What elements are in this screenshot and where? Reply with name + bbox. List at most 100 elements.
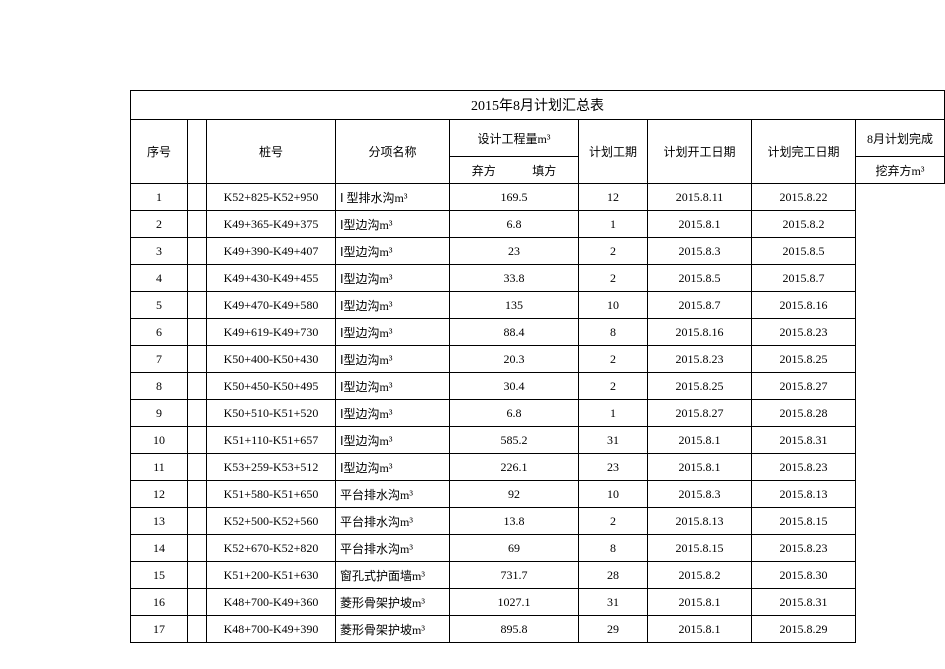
cell-design: 20.3 <box>450 346 579 373</box>
header-design-sub: 弃方 填方 <box>450 157 579 184</box>
header-plan-sub: 挖弃方m³ <box>856 157 945 184</box>
table-row: 5K49+470-K49+580Ⅰ型边沟m³135102015.8.72015.… <box>131 292 945 319</box>
cell-period: 1 <box>579 211 648 238</box>
cell-narrow <box>188 373 207 400</box>
cell-item: Ⅰ型边沟m³ <box>336 319 450 346</box>
cell-period: 31 <box>579 589 648 616</box>
cell-end: 2015.8.30 <box>752 562 856 589</box>
cell-design: 135 <box>450 292 579 319</box>
cell-end: 2015.8.28 <box>752 400 856 427</box>
header-seq: 序号 <box>131 120 188 184</box>
cell-seq: 9 <box>131 400 188 427</box>
cell-design: 6.8 <box>450 211 579 238</box>
table-row: 16K48+700-K49+360菱形骨架护坡m³1027.1312015.8.… <box>131 589 945 616</box>
cell-design: 585.2 <box>450 427 579 454</box>
cell-seq: 10 <box>131 427 188 454</box>
cell-item: 菱形骨架护坡m³ <box>336 616 450 643</box>
cell-start: 2015.8.7 <box>648 292 752 319</box>
cell-narrow <box>188 238 207 265</box>
header-stake: 桩号 <box>207 120 336 184</box>
cell-stake: K51+200-K51+630 <box>207 562 336 589</box>
table-row: 8K50+450-K50+495Ⅰ型边沟m³30.422015.8.252015… <box>131 373 945 400</box>
cell-stake: K48+700-K49+360 <box>207 589 336 616</box>
cell-start: 2015.8.1 <box>648 616 752 643</box>
cell-end: 2015.8.7 <box>752 265 856 292</box>
cell-end: 2015.8.15 <box>752 508 856 535</box>
cell-narrow <box>188 346 207 373</box>
cell-period: 28 <box>579 562 648 589</box>
cell-seq: 6 <box>131 319 188 346</box>
cell-seq: 3 <box>131 238 188 265</box>
cell-period: 2 <box>579 265 648 292</box>
cell-narrow <box>188 427 207 454</box>
cell-start: 2015.8.3 <box>648 238 752 265</box>
table-header-row-1: 序号 桩号 分项名称 设计工程量m³ 计划工期 计划开工日期 计划完工日期 8月… <box>131 120 945 157</box>
table-row: 11K53+259-K53+512Ⅰ型边沟m³226.1232015.8.120… <box>131 454 945 481</box>
cell-narrow <box>188 265 207 292</box>
cell-period: 10 <box>579 481 648 508</box>
cell-narrow <box>188 481 207 508</box>
cell-start: 2015.8.5 <box>648 265 752 292</box>
cell-start: 2015.8.1 <box>648 211 752 238</box>
table-row: 17K48+700-K49+390菱形骨架护坡m³895.8292015.8.1… <box>131 616 945 643</box>
cell-narrow <box>188 562 207 589</box>
cell-item: Ⅰ型边沟m³ <box>336 373 450 400</box>
cell-design: 895.8 <box>450 616 579 643</box>
cell-narrow <box>188 292 207 319</box>
cell-narrow <box>188 589 207 616</box>
cell-item: Ⅰ型边沟m³ <box>336 346 450 373</box>
cell-start: 2015.8.16 <box>648 319 752 346</box>
cell-item: Ⅰ型边沟m³ <box>336 454 450 481</box>
cell-seq: 15 <box>131 562 188 589</box>
cell-start: 2015.8.15 <box>648 535 752 562</box>
cell-design: 88.4 <box>450 319 579 346</box>
cell-start: 2015.8.27 <box>648 400 752 427</box>
cell-end: 2015.8.2 <box>752 211 856 238</box>
cell-design: 731.7 <box>450 562 579 589</box>
cell-stake: K49+470-K49+580 <box>207 292 336 319</box>
cell-period: 2 <box>579 373 648 400</box>
header-design-sub-a: 弃方 <box>455 162 513 179</box>
cell-seq: 12 <box>131 481 188 508</box>
cell-end: 2015.8.23 <box>752 454 856 481</box>
header-item: 分项名称 <box>336 120 450 184</box>
cell-end: 2015.8.31 <box>752 427 856 454</box>
cell-end: 2015.8.31 <box>752 589 856 616</box>
cell-stake: K51+580-K51+650 <box>207 481 336 508</box>
cell-period: 1 <box>579 400 648 427</box>
cell-period: 8 <box>579 535 648 562</box>
header-design: 设计工程量m³ <box>450 120 579 157</box>
table-row: 4K49+430-K49+455Ⅰ型边沟m³33.822015.8.52015.… <box>131 265 945 292</box>
header-plan: 8月计划完成 <box>856 120 945 157</box>
cell-design: 23 <box>450 238 579 265</box>
cell-stake: K50+450-K50+495 <box>207 373 336 400</box>
cell-stake: K49+619-K49+730 <box>207 319 336 346</box>
cell-seq: 16 <box>131 589 188 616</box>
cell-stake: K52+825-K52+950 <box>207 184 336 211</box>
cell-item: 平台排水沟m³ <box>336 508 450 535</box>
cell-period: 2 <box>579 346 648 373</box>
cell-seq: 5 <box>131 292 188 319</box>
cell-start: 2015.8.11 <box>648 184 752 211</box>
cell-start: 2015.8.3 <box>648 481 752 508</box>
cell-item: Ⅰ型边沟m³ <box>336 238 450 265</box>
table-row: 1K52+825-K52+950Ⅰ 型排水沟m³169.5122015.8.11… <box>131 184 945 211</box>
cell-end: 2015.8.29 <box>752 616 856 643</box>
table-row: 15K51+200-K51+630窗孔式护面墙m³731.7282015.8.2… <box>131 562 945 589</box>
cell-end: 2015.8.13 <box>752 481 856 508</box>
cell-start: 2015.8.23 <box>648 346 752 373</box>
table-row: 13K52+500-K52+560平台排水沟m³13.822015.8.1320… <box>131 508 945 535</box>
cell-start: 2015.8.1 <box>648 589 752 616</box>
cell-design: 1027.1 <box>450 589 579 616</box>
cell-narrow <box>188 184 207 211</box>
cell-period: 2 <box>579 238 648 265</box>
table-row: 7K50+400-K50+430Ⅰ型边沟m³20.322015.8.232015… <box>131 346 945 373</box>
cell-period: 23 <box>579 454 648 481</box>
cell-item: Ⅰ型边沟m³ <box>336 427 450 454</box>
cell-start: 2015.8.25 <box>648 373 752 400</box>
cell-item: Ⅰ型边沟m³ <box>336 265 450 292</box>
cell-item: Ⅰ型边沟m³ <box>336 292 450 319</box>
cell-stake: K49+390-K49+407 <box>207 238 336 265</box>
cell-seq: 7 <box>131 346 188 373</box>
table-body: 1K52+825-K52+950Ⅰ 型排水沟m³169.5122015.8.11… <box>131 184 945 643</box>
